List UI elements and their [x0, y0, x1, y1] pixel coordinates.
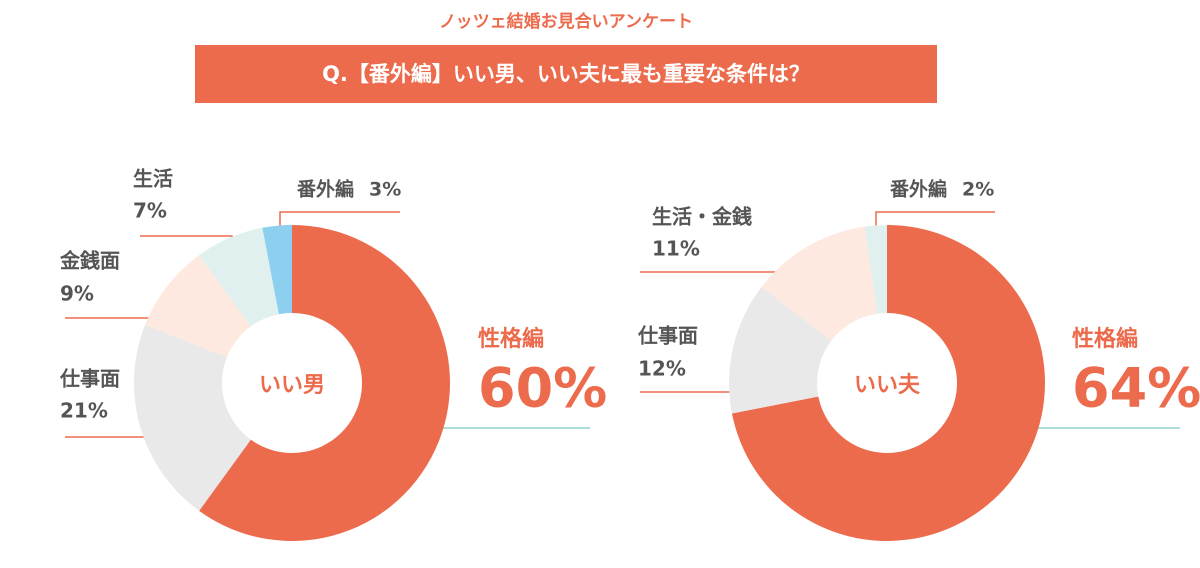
- value-label: 21%: [60, 399, 108, 423]
- title-bar: [195, 45, 937, 103]
- category-label: 性格編: [1072, 326, 1138, 352]
- category-label: 生活・金銭: [652, 205, 752, 229]
- donut-slice: [729, 287, 832, 414]
- category-label: 金銭面: [59, 249, 120, 273]
- donut-slice: [145, 255, 251, 358]
- category-label: 番外編: [889, 178, 947, 201]
- donut-slice: [262, 225, 292, 315]
- value-label: 3%: [369, 179, 401, 201]
- value-label: 12%: [638, 357, 686, 381]
- donut-slice: [199, 227, 279, 327]
- subtitle: ノッツェ結婚お見合いアンケート: [439, 11, 693, 32]
- category-label: 生活: [133, 167, 173, 191]
- donut-slice: [761, 226, 878, 341]
- value-label: 9%: [60, 282, 94, 306]
- category-label: 番外編: [296, 178, 354, 201]
- value-label: 60%: [478, 357, 607, 420]
- category-label: 仕事面: [637, 324, 698, 348]
- value-label: 64%: [1072, 357, 1200, 420]
- category-label: 性格編: [478, 326, 544, 352]
- donut-slice: [864, 225, 887, 314]
- category-label: 仕事面: [59, 367, 120, 391]
- donut-slice: [134, 324, 251, 511]
- value-label: 7%: [133, 199, 167, 223]
- value-label: 2%: [962, 179, 994, 201]
- donut-slice: [199, 225, 450, 541]
- value-label: 11%: [652, 237, 700, 261]
- center-label: いい夫: [854, 373, 921, 398]
- title: Q.【番外編】いい男、いい夫に最も重要な条件は？: [322, 62, 810, 86]
- donut-slice: [731, 225, 1046, 541]
- center-label: いい男: [259, 373, 325, 398]
